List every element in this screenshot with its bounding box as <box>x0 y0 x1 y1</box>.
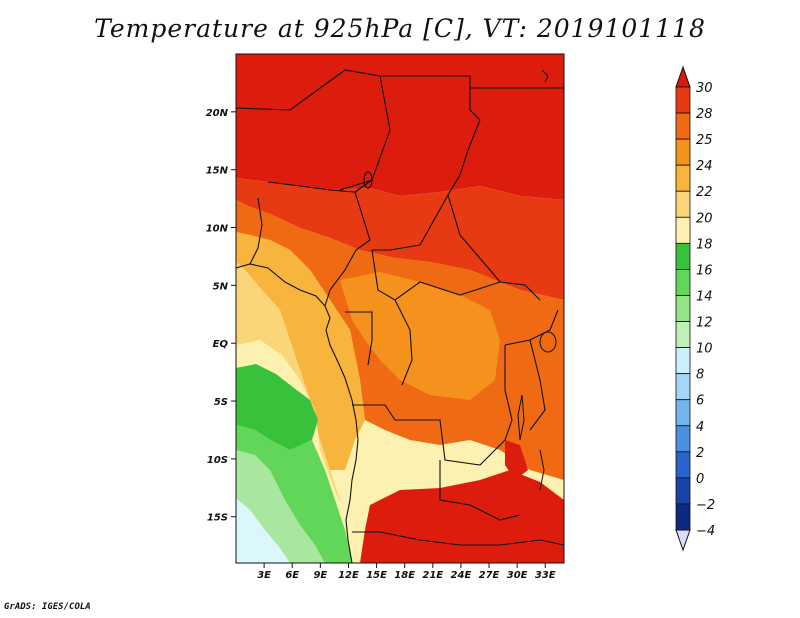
longitude-axis: 3E 6E 9E 12E 15E 18E 21E 24E 27E 30E 33E <box>257 563 556 581</box>
colorbar-label-3: 24 <box>696 159 713 174</box>
colorbar-label-5: 20 <box>696 211 713 226</box>
colorbar-segment-12 <box>675 399 691 427</box>
country-borders <box>236 69 564 563</box>
colorbar-label-7: 16 <box>696 263 713 278</box>
lat-tick-label-1: 15N <box>206 166 229 177</box>
fill-gabon-yellow-orange <box>236 232 365 470</box>
colorbar-segment-16 <box>675 503 691 531</box>
fill-north-deep-red <box>236 54 564 200</box>
lon-tick-label-4: 15E <box>366 570 387 581</box>
colorbar-label-1: 28 <box>696 107 713 122</box>
border-4 <box>267 179 373 193</box>
border-7 <box>372 193 501 283</box>
colorbar-segment-9 <box>675 321 691 348</box>
border-10 <box>394 299 413 386</box>
lat-tick-label-3: 5N <box>213 281 229 292</box>
plot-frame <box>235 53 565 564</box>
colorbar-segment-2 <box>675 138 691 166</box>
lake-malawi <box>539 449 545 491</box>
border-8 <box>371 249 541 301</box>
fill-east-orange <box>518 315 564 450</box>
lon-tick-label-7: 24E <box>451 570 472 581</box>
temperature-field <box>236 54 564 563</box>
colorbar-segment-8 <box>675 295 691 322</box>
colorbar-segment-3 <box>675 164 691 192</box>
fill-ocean-light-green <box>236 425 352 563</box>
colorbar-segment-10 <box>675 347 691 375</box>
border-15 <box>529 339 546 431</box>
colorbar-segment-6 <box>675 242 691 270</box>
lat-tick-label-0: 20N <box>206 108 229 119</box>
colorbar-segment-4 <box>675 190 691 218</box>
border-5 <box>249 197 263 265</box>
colorbar-label-16: −2 <box>696 498 715 513</box>
border-13 <box>504 309 559 441</box>
colorbar-label-4: 22 <box>696 185 713 200</box>
lon-tick-label-9: 30E <box>507 570 528 581</box>
fill-south-red <box>360 470 564 563</box>
colorbar-segment-0 <box>675 86 691 114</box>
colorbar-segment-7 <box>675 269 691 296</box>
lat-tick-label-4: EQ <box>213 339 229 350</box>
colorbar-segment-5 <box>675 216 691 244</box>
colorbar-label-13: 4 <box>696 420 704 435</box>
coastline <box>236 263 359 563</box>
lat-tick-label-5: 5S <box>214 397 228 408</box>
colorbar-label-0: 30 <box>696 81 713 96</box>
lon-tick-label-3: 12E <box>338 570 359 581</box>
colorbar-label-6: 18 <box>696 237 713 252</box>
fill-benguela-cyan <box>236 498 290 563</box>
lon-tick-label-5: 18E <box>394 570 415 581</box>
border-14 <box>352 531 564 546</box>
fill-lake-red <box>505 440 528 480</box>
colorbar-segment-1 <box>675 112 691 140</box>
lon-tick-label-1: 6E <box>285 570 299 581</box>
colorbar-label-10: 10 <box>696 342 713 357</box>
fill-sahel-red-orange <box>236 178 564 300</box>
border-11 <box>352 404 506 466</box>
lon-tick-label-2: 9E <box>313 570 327 581</box>
colorbar-label-14: 2 <box>696 446 704 461</box>
colorbar-label-9: 12 <box>696 316 713 331</box>
lake-tanganyika <box>517 394 525 441</box>
fill-ocean-pale-green <box>236 450 325 563</box>
colorbar-segment-15 <box>675 477 691 505</box>
map-title: Temperature at 925hPa [C], VT: 201910111… <box>94 14 706 43</box>
colorbar-top-arrow <box>675 65 691 88</box>
colorbar-segment-14 <box>675 451 691 479</box>
lake-nasser <box>541 69 549 83</box>
fill-congo-light-orange <box>340 272 500 400</box>
colorbar-label-11: 8 <box>696 368 704 383</box>
colorbar-label-15: 0 <box>696 472 704 487</box>
colorbar-segment-13 <box>675 425 691 453</box>
lat-tick-label-2: 10N <box>206 224 229 235</box>
latitude-axis: 20N 15N 10N 5N EQ 5S 10S 15S <box>206 108 236 524</box>
lakes <box>363 69 557 491</box>
colorbar-label-17: −4 <box>696 524 715 539</box>
colorbar-label-8: 14 <box>696 289 713 304</box>
border-12 <box>439 460 521 521</box>
lake-chad <box>363 171 373 189</box>
lon-tick-label-8: 27E <box>479 570 500 581</box>
border-9 <box>345 311 373 366</box>
border-2 <box>380 75 481 196</box>
grads-credit: GrADS: IGES/COLA <box>4 602 91 612</box>
colorbar-segment-11 <box>675 373 691 401</box>
lake-victoria <box>539 331 557 353</box>
lat-tick-label-6: 10S <box>207 455 228 466</box>
colorbar-label-2: 25 <box>696 133 713 148</box>
fill-ocean-green <box>236 364 318 450</box>
colorbar-label-12: 6 <box>696 394 704 409</box>
colorbar-bottom-arrow <box>675 529 691 552</box>
lat-tick-label-7: 15S <box>207 513 228 524</box>
lon-tick-label-0: 3E <box>257 570 271 581</box>
lon-tick-label-6: 21E <box>422 570 443 581</box>
border-6 <box>324 191 371 307</box>
lon-tick-label-10: 33E <box>535 570 556 581</box>
